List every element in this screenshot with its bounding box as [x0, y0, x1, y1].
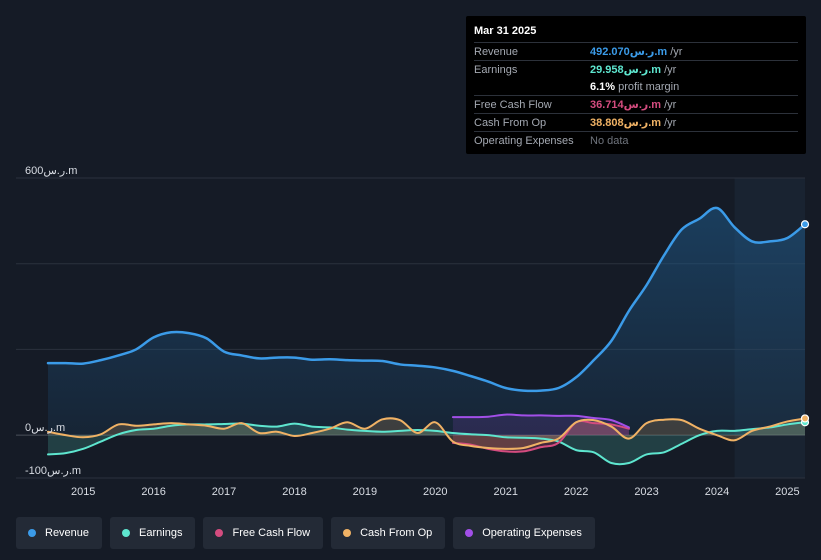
- x-tick-label: 2022: [564, 486, 588, 498]
- legend-label: Free Cash Flow: [232, 527, 311, 539]
- legend-label: Operating Expenses: [482, 527, 582, 539]
- series-lines: [46, 206, 807, 466]
- revenue-dot-icon: [28, 529, 36, 537]
- tooltip-value: 6.1%: [590, 80, 616, 93]
- operating-expenses-line: [451, 413, 630, 429]
- earnings-dot-icon: [122, 529, 131, 537]
- series-fills: [48, 207, 805, 465]
- tooltip-date: Mar 31 2025: [474, 25, 537, 37]
- tooltip-unit: profit margin: [618, 80, 680, 93]
- legend-label: Revenue: [45, 527, 90, 539]
- tooltip-unit: /yr: [664, 98, 677, 111]
- x-tick-label: 2018: [282, 486, 306, 498]
- x-tick-label: 2016: [141, 486, 165, 498]
- x-axis: 2015 2016 2017 2018 2019 2020 2021 2022 2023 2024…: [71, 486, 800, 498]
- tooltip-label: Earnings: [474, 63, 518, 76]
- legend-label: Earnings: [139, 527, 183, 539]
- y-tick-label: -100ر.س.m: [25, 465, 81, 477]
- x-tick-label: 2015: [71, 486, 95, 498]
- tooltip-row-earnings: Earnings 29.958ر.س.m /yr: [474, 60, 798, 78]
- legend: Revenue Earnings Free Cash Flow Cash Fro…: [16, 517, 595, 549]
- free-cash-flow-dot-icon: [215, 529, 224, 537]
- tooltip-row-operating-expenses: Operating Expenses No data: [474, 131, 798, 149]
- x-tick-label: 2017: [212, 486, 236, 498]
- x-tick-label: 2021: [493, 486, 517, 498]
- tooltip-unit: /yr: [664, 116, 677, 129]
- y-axis: 600ر.س.m 0ر.س.m -100ر.س.m: [25, 165, 81, 477]
- legend-earnings[interactable]: Earnings: [110, 517, 196, 549]
- tooltip-value: 38.808ر.س.m: [590, 117, 662, 129]
- x-tick-label: 2019: [353, 486, 377, 498]
- tooltip-row-cash-from-op: Cash From Op 38.808ر.س.m /yr: [474, 113, 798, 131]
- x-tick-label: 2020: [423, 486, 447, 498]
- tooltip-row-free-cash-flow: Free Cash Flow 36.714ر.س.m /yr: [474, 95, 798, 113]
- cash-from-op-dot-icon: [343, 529, 352, 537]
- tooltip-value: No data: [590, 134, 629, 147]
- tooltip-label: Cash From Op: [474, 116, 547, 129]
- tooltip-value: 36.714ر.س.m: [590, 99, 662, 111]
- revenue-area: [48, 207, 805, 436]
- x-tick-label: 2025: [775, 486, 799, 498]
- tooltip-row-revenue: Revenue 492.070ر.س.m /yr: [474, 42, 798, 60]
- tooltip-label: Operating Expenses: [474, 134, 574, 147]
- tooltip-row-margin: 6.1% profit margin: [474, 78, 798, 95]
- revenue-line: [46, 206, 807, 393]
- tooltip-unit: /yr: [670, 45, 683, 58]
- x-tick-label: 2023: [634, 486, 658, 498]
- cash-from-op-area: [48, 418, 805, 449]
- earnings-line: [47, 421, 806, 466]
- cash-from-op-line: [47, 417, 806, 450]
- legend-cash-from-op[interactable]: Cash From Op: [331, 517, 446, 549]
- y-tick-label: 0ر.س.m: [25, 422, 65, 434]
- tooltip-label: Free Cash Flow: [474, 98, 552, 111]
- legend-revenue[interactable]: Revenue: [16, 517, 103, 549]
- legend-label: Cash From Op: [360, 527, 433, 539]
- legend-free-cash-flow[interactable]: Free Cash Flow: [203, 517, 324, 549]
- free-cash-flow-area: [452, 420, 629, 452]
- y-tick-label: 600ر.س.m: [25, 165, 77, 177]
- earnings-area: [48, 422, 805, 465]
- legend-operating-expenses[interactable]: Operating Expenses: [453, 517, 595, 549]
- operating-expenses-dot-icon: [465, 529, 474, 537]
- data-tooltip: Mar 31 2025 Revenue 492.070ر.س.m /yr Ear…: [466, 16, 806, 154]
- tooltip-value: 492.070ر.س.m: [590, 46, 668, 58]
- tooltip-unit: /yr: [664, 63, 677, 76]
- cash-from-op-end-point: [800, 414, 810, 423]
- tooltip-value: 29.958ر.س.m: [590, 64, 662, 76]
- revenue-end-point: [800, 220, 810, 229]
- tooltip-label: Revenue: [474, 45, 519, 58]
- end-markers: [800, 220, 810, 427]
- x-tick-label: 2024: [705, 486, 729, 498]
